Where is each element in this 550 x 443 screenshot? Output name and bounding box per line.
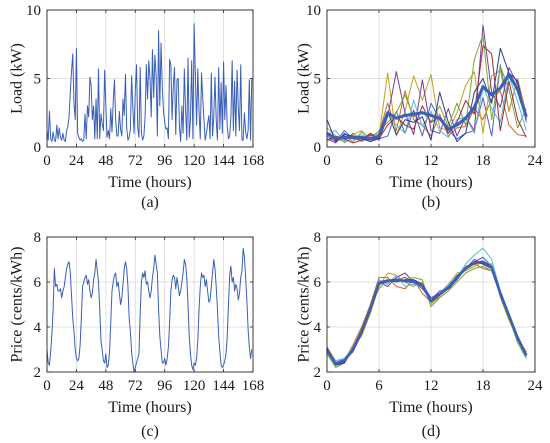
y-tick-label: 5	[314, 72, 322, 88]
y-tick-label: 0	[314, 140, 322, 156]
panel-a-label: (a)	[141, 194, 159, 211]
series-line-1	[46, 23, 253, 143]
x-tick-label: 120	[183, 378, 206, 394]
panel-b-ylabel: Load (kW)	[296, 43, 313, 114]
series-line-9	[326, 72, 528, 141]
x-tick-label: 12	[424, 153, 439, 169]
y-tick-label: 8	[314, 230, 322, 246]
panel-b-ticks: 0 6 12 18 24 0 5 10	[306, 3, 543, 169]
x-tick-label: 24	[528, 153, 544, 169]
panel-a-xlabel: Time (hours)	[108, 174, 191, 191]
panel-c-frame	[46, 236, 254, 373]
y-tick-label: 2	[314, 365, 322, 381]
panel-d-ylabel: Price (cents/kWh)	[296, 247, 313, 363]
x-tick-label: 18	[476, 153, 491, 169]
x-tick-label: 72	[128, 378, 143, 394]
panel-d-series	[325, 247, 528, 368]
panel-c-grid	[47, 237, 253, 372]
y-tick-label: 4	[34, 320, 42, 336]
panel-b-xlabel: Time (hours)	[389, 174, 472, 191]
panel-a-series	[46, 23, 253, 143]
x-tick-label: 0	[323, 153, 331, 169]
series-line-9	[325, 260, 528, 366]
x-tick-label: 6	[375, 153, 383, 169]
x-tick-label: 24	[69, 378, 85, 394]
y-tick-label: 5	[34, 72, 42, 88]
y-tick-label: 6	[34, 275, 42, 291]
panel-b-grid	[327, 10, 535, 147]
x-tick-label: 144	[212, 153, 235, 169]
panel-a: 0 24 48 72 96 120 144 168 0 5 10 Time (hours) Load…	[9, 3, 265, 211]
panel-d-label: (d)	[422, 423, 441, 440]
x-tick-label: 168	[242, 153, 265, 169]
panel-b-label: (b)	[422, 194, 441, 211]
panel-d-xlabel: Time (hours)	[389, 399, 472, 416]
x-tick-label: 48	[98, 153, 113, 169]
x-tick-label: 168	[242, 378, 265, 394]
x-tick-label: 96	[157, 153, 173, 169]
x-tick-label: 0	[43, 153, 51, 169]
y-tick-label: 10	[26, 3, 41, 19]
y-tick-label: 2	[34, 365, 42, 381]
panel-c-label: (c)	[141, 423, 159, 440]
panel-c-ylabel: Price (cents/kWh)	[9, 247, 26, 363]
panel-b-series	[326, 24, 528, 144]
series-line-6	[326, 75, 527, 144]
panel-c-xlabel: Time (hours)	[108, 399, 191, 416]
panel-a-ylabel: Load (kW)	[9, 43, 26, 114]
y-tick-label: 0	[34, 140, 42, 156]
x-tick-label: 48	[98, 378, 113, 394]
series-line-3	[326, 69, 527, 141]
x-tick-label: 96	[157, 378, 173, 394]
x-tick-label: 24	[69, 153, 85, 169]
panel-c-series	[46, 247, 253, 373]
x-tick-label: 0	[43, 378, 51, 394]
series-line-4	[326, 24, 527, 144]
x-tick-label: 0	[323, 378, 331, 394]
x-tick-label: 6	[375, 378, 383, 394]
series-line-1	[46, 247, 253, 373]
y-tick-label: 10	[306, 3, 321, 19]
x-tick-label: 144	[212, 378, 235, 394]
series-line-1	[326, 256, 527, 364]
x-tick-label: 72	[128, 153, 143, 169]
panel-b: 0 6 12 18 24 0 5 10 Time (hours) Load (kW) (b)	[296, 3, 543, 211]
x-tick-label: 24	[528, 378, 544, 394]
y-tick-label: 8	[34, 230, 42, 246]
x-tick-label: 12	[424, 378, 439, 394]
y-tick-label: 6	[314, 275, 322, 291]
x-tick-label: 120	[183, 153, 206, 169]
y-tick-label: 4	[314, 320, 322, 336]
panel-a-ticks: 0 24 48 72 96 120 144 168 0 5 10	[26, 3, 264, 169]
x-tick-label: 18	[476, 378, 491, 394]
